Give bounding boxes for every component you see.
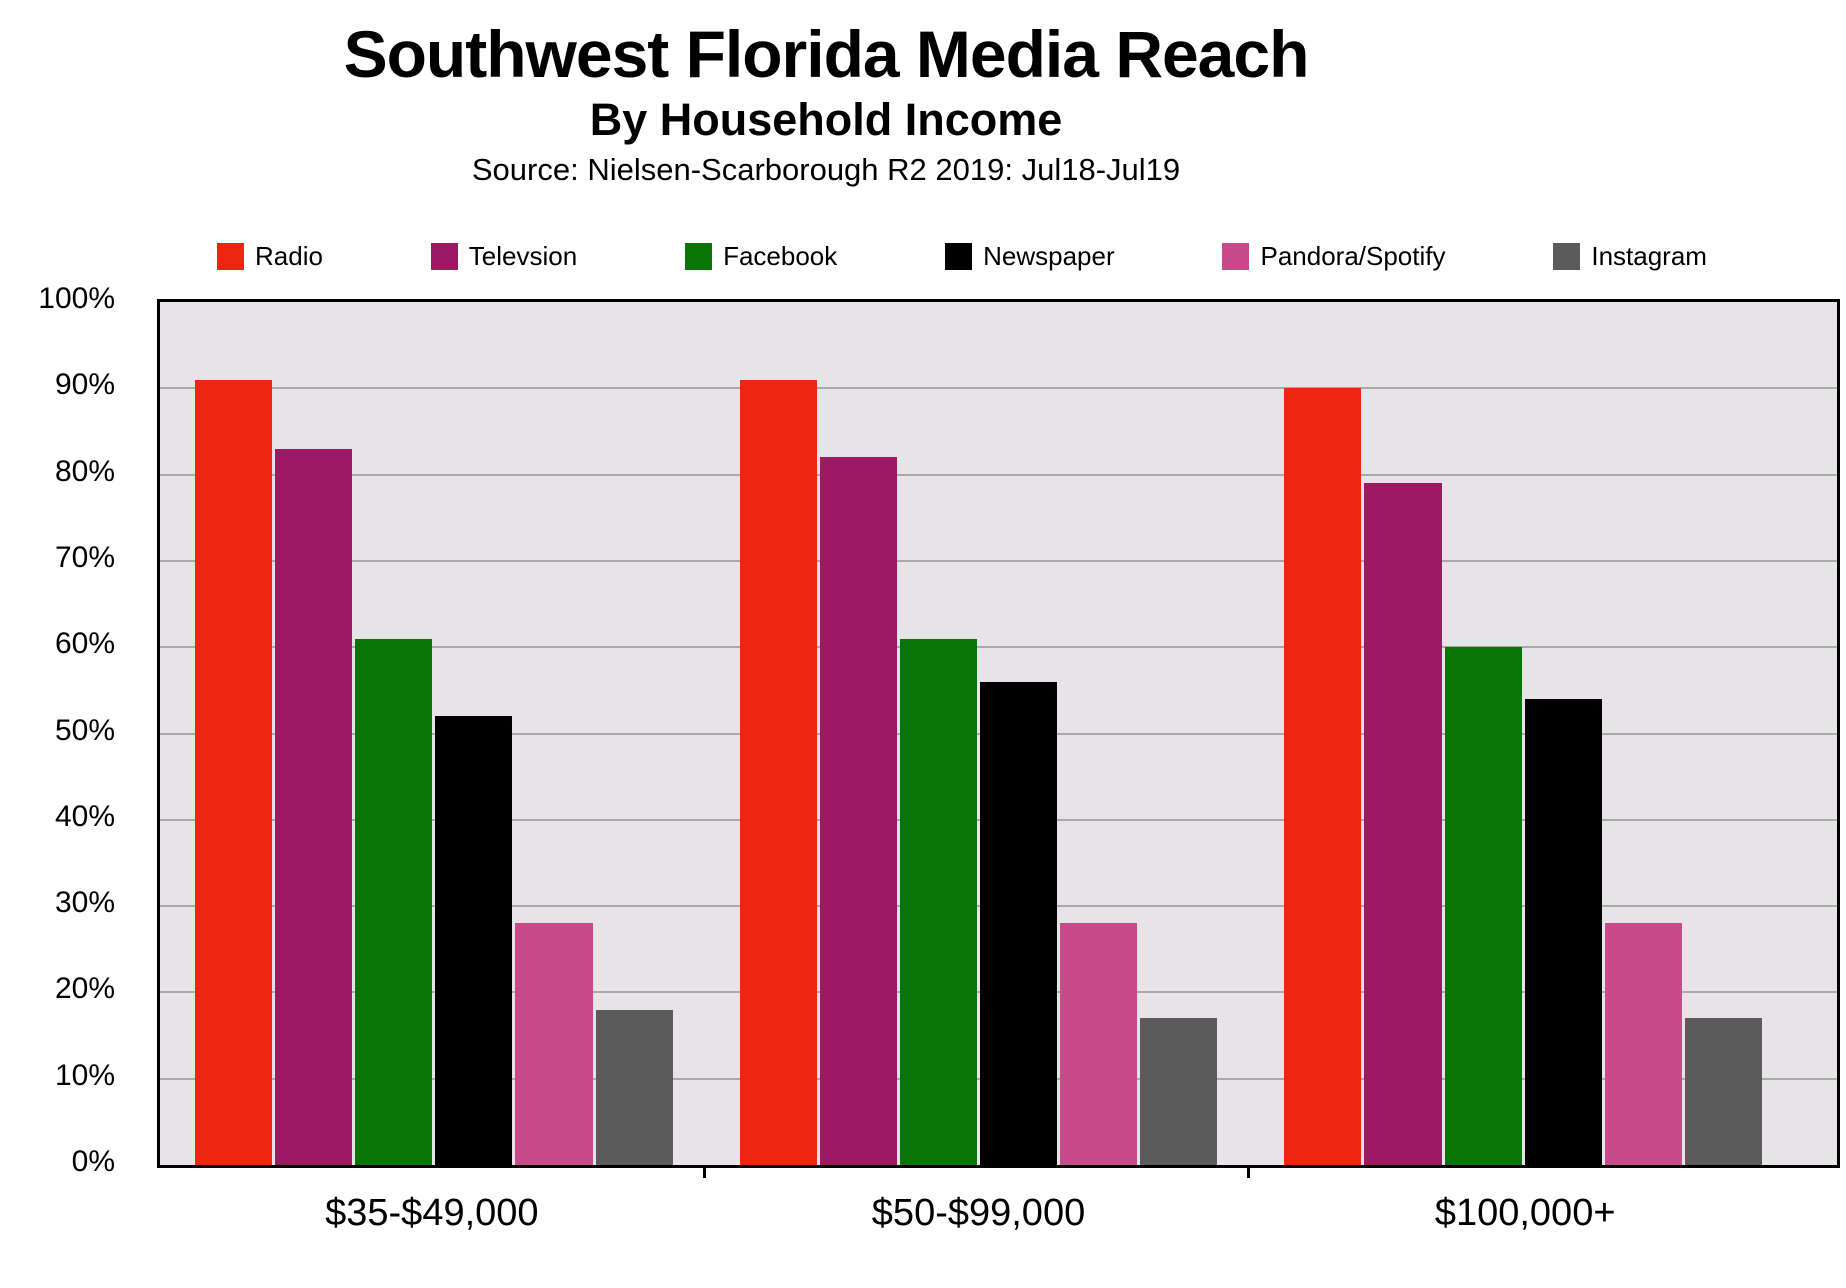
legend-label-instagram: Instagram xyxy=(1591,240,1707,271)
legend-swatch-newspaper xyxy=(945,242,973,270)
x-axis-label-35-49-000: $35-$49,000 xyxy=(325,1192,539,1234)
legend-swatch-facebook xyxy=(685,242,713,270)
y-axis-label-80: 80% xyxy=(54,454,115,488)
bar-facebook-100-000 xyxy=(1444,647,1522,1165)
bar-group-50-99-000 xyxy=(739,302,1218,1165)
y-axis-label-100: 100% xyxy=(38,282,115,315)
chart-subtitle: By Household Income xyxy=(589,93,1063,145)
x-axis-tick-1 xyxy=(703,1165,706,1178)
chart-header: Southwest Florida Media Reach By Househo… xyxy=(0,0,1652,188)
x-axis-label-100-000: $100,000+ xyxy=(1434,1192,1616,1234)
bar-group-35-49-000 xyxy=(195,302,673,1165)
bar-newspaper-100-000 xyxy=(1524,698,1602,1165)
bar-televsion-100-000 xyxy=(1364,483,1442,1165)
chart-title: Southwest Florida Media Reach xyxy=(343,17,1310,91)
y-axis-label-90: 90% xyxy=(54,368,115,402)
y-axis-label-0: 0% xyxy=(71,1145,115,1178)
bar-instagram-35-49-000 xyxy=(595,1009,673,1165)
bar-instagram-50-99-000 xyxy=(1140,1018,1218,1165)
x-axis-labels: $35-$49,000 $50-$99,000 $100,000+ xyxy=(157,1192,1840,1235)
legend-label-televsion: Televsion xyxy=(468,240,578,271)
y-axis-label-20: 20% xyxy=(54,972,115,1006)
legend-item-televsion: Televsion xyxy=(430,240,578,271)
gridline-90pct xyxy=(160,387,1837,390)
bar-facebook-50-99-000 xyxy=(899,638,977,1165)
legend-item-facebook: Facebook xyxy=(685,240,838,271)
bar-televsion-50-99-000 xyxy=(819,457,897,1165)
bar-instagram-100-000 xyxy=(1684,1018,1762,1165)
x-axis-tick-2 xyxy=(1247,1165,1250,1178)
gridline-80pct xyxy=(160,473,1837,476)
bar-radio-35-49-000 xyxy=(195,379,273,1165)
gridline-70pct xyxy=(160,559,1837,562)
legend-swatch-radio xyxy=(217,242,244,270)
legend-item-instagram: Instagram xyxy=(1553,240,1707,271)
legend-item-pandora-spotify: Pandora/Spotify xyxy=(1222,240,1446,271)
bar-facebook-35-49-000 xyxy=(355,638,433,1165)
legend-label-facebook: Facebook xyxy=(723,240,838,271)
legend-label-pandora-spotify: Pandora/Spotify xyxy=(1260,240,1446,271)
y-axis-label-30: 30% xyxy=(54,886,115,920)
y-axis-label-50: 50% xyxy=(54,713,115,747)
legend-swatch-televsion xyxy=(430,242,458,270)
bar-pandora-spotify-50-99-000 xyxy=(1060,923,1138,1165)
y-axis-label-60: 60% xyxy=(54,627,115,661)
gridline-60pct xyxy=(160,646,1837,649)
x-axis-label-50-99-000: $50-$99,000 xyxy=(871,1192,1086,1234)
bar-newspaper-50-99-000 xyxy=(980,681,1058,1165)
y-axis-label-40: 40% xyxy=(54,799,115,833)
bar-radio-50-99-000 xyxy=(739,379,817,1165)
legend: Radio Televsion Facebook Newspaper Pandora/S… xyxy=(217,241,1707,271)
bar-pandora-spotify-35-49-000 xyxy=(515,923,593,1165)
bar-televsion-35-49-000 xyxy=(275,448,353,1165)
legend-item-radio: Radio xyxy=(217,240,323,271)
y-axis-label-70: 70% xyxy=(54,540,115,574)
plot-area xyxy=(157,299,1840,1168)
y-axis-labels: 100% 90% 80% 70% 60% 50% 40% 30% 20% 10% 0% xyxy=(0,284,145,1177)
bar-pandora-spotify-100-000 xyxy=(1604,923,1682,1165)
bar-groups xyxy=(160,302,1837,1165)
legend-swatch-pandora-spotify xyxy=(1222,242,1250,270)
bar-radio-100-000 xyxy=(1284,388,1362,1165)
legend-label-newspaper: Newspaper xyxy=(983,240,1115,271)
bar-newspaper-35-49-000 xyxy=(435,716,513,1165)
y-axis-label-10: 10% xyxy=(54,1058,115,1092)
legend-swatch-instagram xyxy=(1553,242,1581,270)
bar-group-100-000 xyxy=(1284,302,1762,1165)
chart-source: Source: Nielsen-Scarborough R2 2019: Jul… xyxy=(471,152,1181,188)
legend-label-radio: Radio xyxy=(255,240,323,271)
legend-item-newspaper: Newspaper xyxy=(945,240,1115,271)
